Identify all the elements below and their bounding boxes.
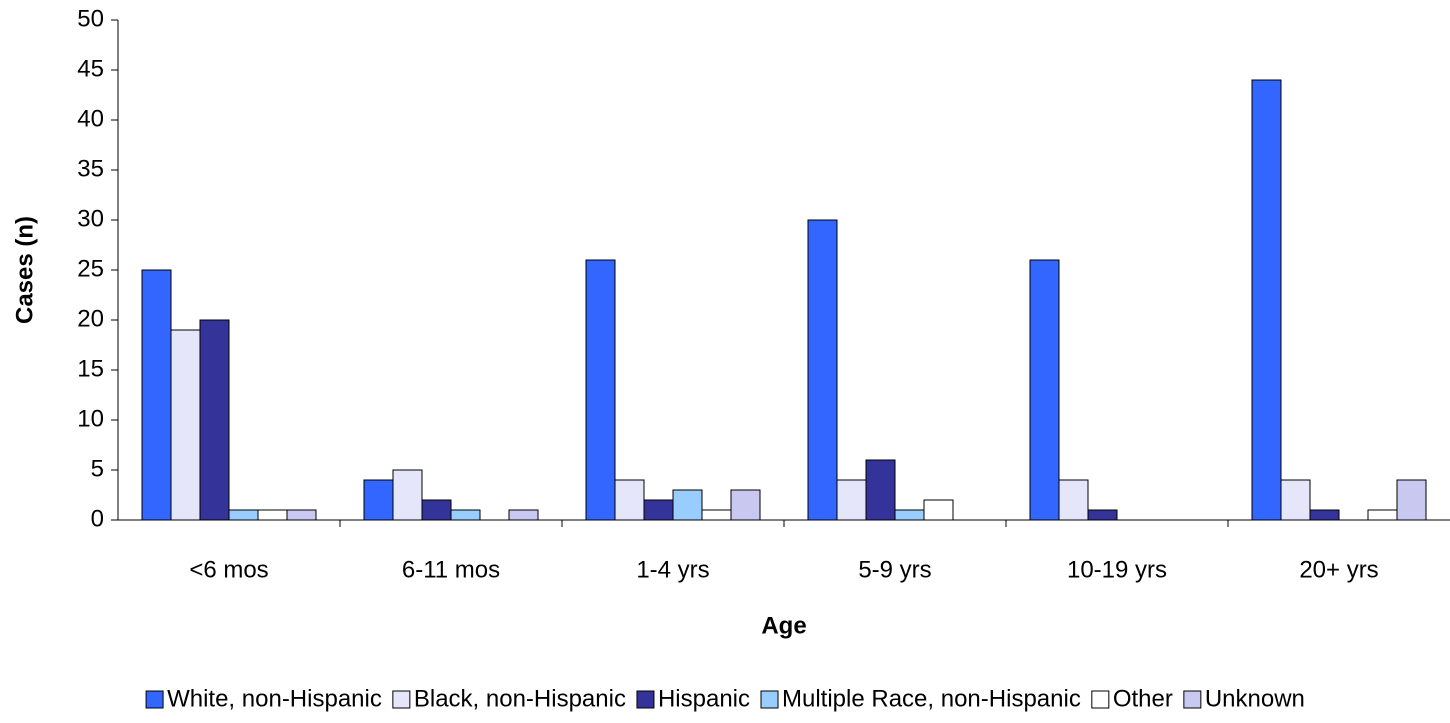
legend-swatch bbox=[1091, 690, 1110, 709]
bar bbox=[1309, 509, 1340, 521]
bar bbox=[614, 479, 645, 521]
bar bbox=[701, 509, 732, 521]
legend-label: Other bbox=[1113, 685, 1173, 712]
legend-label: Black, non-Hispanic bbox=[414, 685, 626, 712]
bar bbox=[894, 509, 925, 521]
bar bbox=[170, 329, 201, 521]
x-tick-label: 1-4 yrs bbox=[636, 556, 709, 583]
legend-swatch bbox=[636, 690, 655, 709]
y-tick-label: 20 bbox=[77, 305, 104, 332]
bar bbox=[1396, 479, 1427, 521]
bar bbox=[672, 489, 703, 521]
legend-swatch bbox=[392, 690, 411, 709]
bar bbox=[585, 259, 616, 521]
x-tick-label: 20+ yrs bbox=[1299, 556, 1378, 583]
bar bbox=[730, 489, 761, 521]
y-tick-label: 50 bbox=[77, 5, 104, 32]
bar bbox=[1367, 509, 1398, 521]
legend-label: Unknown bbox=[1205, 685, 1305, 712]
legend-label: Multiple Race, non-Hispanic bbox=[782, 685, 1081, 712]
bar bbox=[450, 509, 481, 521]
bar bbox=[923, 499, 954, 521]
legend-label: Hispanic bbox=[658, 685, 750, 712]
x-tick-label: 10-19 yrs bbox=[1067, 556, 1167, 583]
bar bbox=[392, 469, 423, 521]
y-tick-label: 15 bbox=[77, 355, 104, 382]
x-tick-label: 5-9 yrs bbox=[858, 556, 931, 583]
bar bbox=[865, 459, 896, 521]
y-tick-label: 25 bbox=[77, 255, 104, 282]
legend-swatch bbox=[760, 690, 779, 709]
bar bbox=[1087, 509, 1118, 521]
bar bbox=[228, 509, 259, 521]
y-tick-label: 35 bbox=[77, 155, 104, 182]
y-tick-label: 5 bbox=[91, 455, 104, 482]
legend-swatch bbox=[145, 690, 164, 709]
y-tick-label: 0 bbox=[91, 505, 104, 532]
legend-label: White, non-Hispanic bbox=[167, 685, 382, 712]
bar bbox=[1029, 259, 1060, 521]
y-tick-label: 30 bbox=[77, 205, 104, 232]
x-tick-label: <6 mos bbox=[189, 556, 268, 583]
bar bbox=[199, 319, 230, 521]
legend-swatch bbox=[1183, 690, 1202, 709]
x-axis-title: Age bbox=[761, 612, 806, 639]
y-tick-label: 40 bbox=[77, 105, 104, 132]
bar bbox=[1280, 479, 1311, 521]
legend: White, non-Hispanic Black, non-Hispanic Hi… bbox=[145, 685, 1305, 712]
bar bbox=[141, 269, 172, 521]
y-tick-label: 10 bbox=[77, 405, 104, 432]
bar bbox=[257, 509, 288, 521]
bar bbox=[363, 479, 394, 521]
bar bbox=[421, 499, 452, 521]
x-tick-label: 6-11 mos bbox=[402, 556, 500, 583]
bar bbox=[807, 219, 838, 521]
y-axis-title: Cases (n) bbox=[11, 216, 38, 324]
bar bbox=[1058, 479, 1089, 521]
bar bbox=[1251, 79, 1282, 521]
bar bbox=[643, 499, 674, 521]
bar bbox=[508, 509, 539, 521]
bar bbox=[286, 509, 317, 521]
y-tick-label: 45 bbox=[77, 55, 104, 82]
bar bbox=[836, 479, 867, 521]
